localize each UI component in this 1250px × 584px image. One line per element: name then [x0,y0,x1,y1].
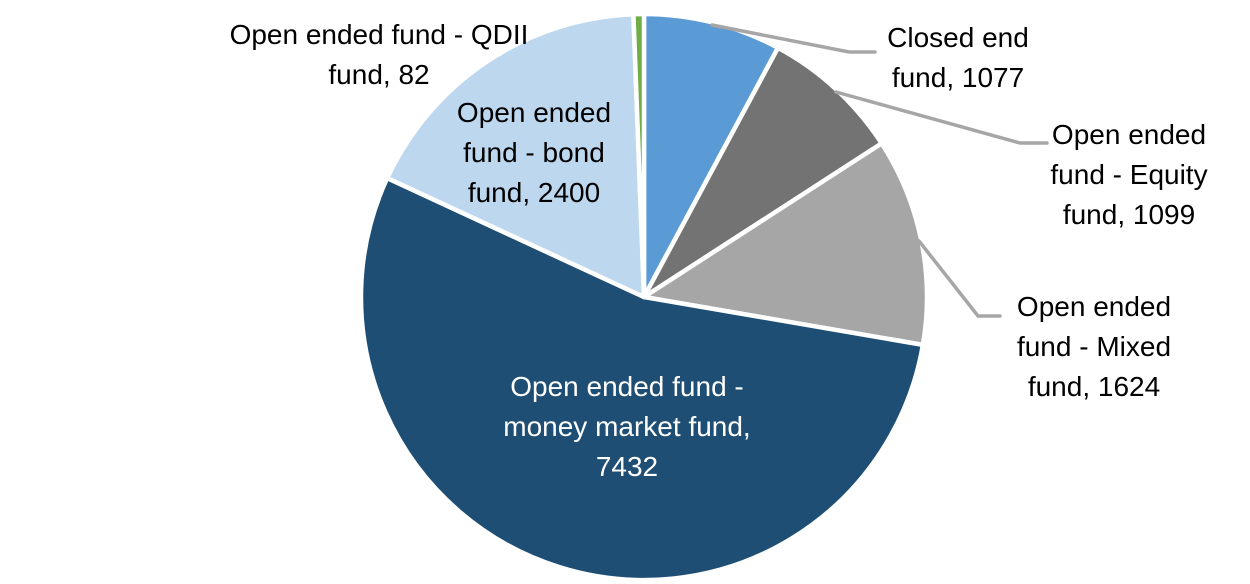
leader-line-equity-fund [834,90,1049,145]
pie-slice-qdii-fund [631,11,647,300]
leader-line-mixed-fund [917,239,1002,318]
pie-slice-money-market-fund [358,175,926,583]
leader-line-closed-end-fund [710,23,877,54]
pie-slice-mixed-fund [641,141,930,348]
pie-slice-bond-fund [384,11,647,300]
pie-slice-closed-end-fund [641,11,781,300]
pie-slice-equity-fund [641,45,884,300]
